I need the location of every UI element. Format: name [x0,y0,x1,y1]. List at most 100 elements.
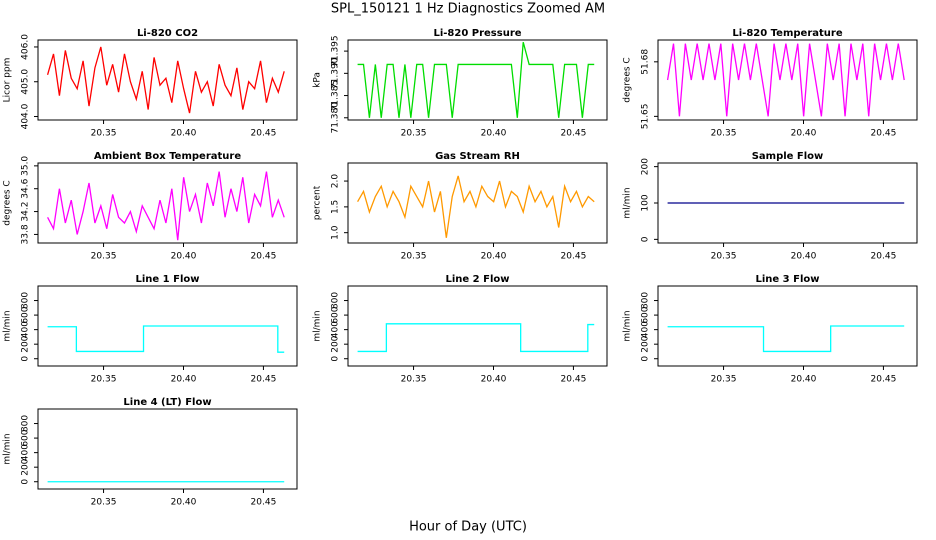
y-axis-label: degrees C [623,57,633,102]
data-line [667,325,905,353]
y-tick-label: 34.2 [21,202,31,222]
x-tick-label: 20.40 [791,129,817,139]
y-tick-label: 404.0 [21,103,31,129]
x-tick-label: 20.45 [251,498,277,508]
y-tick-label: 400 [21,444,31,461]
y-tick-label: 400 [331,321,341,338]
panel-title: Li-820 Pressure [433,28,521,39]
y-tick-label: 200 [641,335,651,352]
x-tick-label: 20.45 [871,129,897,139]
page-title: SPL_150121 1 Hz Diagnostics Zoomed AM [331,2,605,17]
y-tick-label: 406.0 [21,34,31,60]
y-axis-label: ml/min [3,310,13,341]
panel-title: Line 4 (LT) Flow [123,397,211,408]
plot-frame [347,162,608,244]
y-tick-label: 100 [641,194,651,211]
y-tick-label: 200 [331,335,341,352]
x-tick-label: 20.40 [171,375,197,385]
plot-frame [347,39,608,121]
x-tick-label: 20.45 [561,252,587,262]
y-tick-label: 71.380 [331,102,341,134]
x-tick-label: 20.45 [561,129,587,139]
y-tick-label: 800 [331,292,341,309]
y-tick-label: 200 [641,158,651,175]
y-tick-label: 71.395 [331,35,341,67]
y-axis-label: ml/min [623,310,633,341]
x-tick-label: 20.40 [481,375,507,385]
plot-frame [657,285,918,367]
y-tick-label: 0 [21,356,31,362]
panel-title: Li-820 CO2 [137,28,198,39]
x-tick-label: 20.35 [711,129,737,139]
y-tick-label: 200 [21,458,31,475]
x-tick-label: 20.45 [871,375,897,385]
panel-title: Sample Flow [752,151,824,162]
y-axis-label: percent [313,185,323,220]
plot-frame [657,162,918,244]
x-tick-label: 20.35 [401,252,427,262]
y-tick-label: 1.5 [331,200,341,214]
y-axis-label: ml/min [3,433,13,464]
panel-title: Line 2 Flow [446,274,510,285]
y-axis-label: kPa [313,72,323,88]
x-tick-label: 20.40 [791,252,817,262]
data-line [357,175,595,238]
y-tick-label: 600 [21,429,31,446]
x-tick-label: 20.35 [91,498,117,508]
plot-frame [37,39,298,121]
y-tick-label: 34.6 [21,178,31,198]
x-tick-label: 20.45 [251,129,277,139]
plot-frame [37,408,298,490]
data-line [357,42,595,118]
y-tick-label: 71.385 [331,80,341,112]
y-tick-label: 600 [21,306,31,323]
y-tick-label: 400 [21,321,31,338]
x-tick-label: 20.45 [251,252,277,262]
y-tick-label: 2.0 [331,174,341,189]
plot-frame [347,285,608,367]
x-axis-label: Hour of Day (UTC) [409,520,527,535]
y-tick-label: 0 [641,356,651,362]
panel-title: Gas Stream RH [435,151,520,162]
data-line [47,171,285,241]
y-tick-label: 51.68 [641,49,651,75]
data-line [666,43,905,117]
x-tick-label: 20.45 [251,375,277,385]
y-axis-label: ml/min [313,310,323,341]
x-tick-label: 20.35 [91,252,117,262]
panel-title: Line 3 Flow [756,274,820,285]
y-axis-label: degrees C [3,180,13,225]
plot-frame [657,39,918,121]
y-tick-label: 800 [21,415,31,432]
y-axis-label: ml/min [623,187,633,218]
y-tick-label: 800 [21,292,31,309]
y-tick-label: 0 [21,479,31,485]
y-tick-label: 51.65 [641,103,651,129]
panel-title: Li-820 Temperature [732,28,842,39]
y-tick-label: 0 [641,236,651,242]
y-tick-label: 200 [21,335,31,352]
x-tick-label: 20.35 [711,252,737,262]
plot-frame [37,285,298,367]
x-tick-label: 20.40 [171,129,197,139]
data-line [46,46,285,114]
panel-title: Line 1 Flow [136,274,200,285]
plot-frame [37,162,298,244]
data-line [47,325,285,353]
y-tick-label: 33.8 [21,224,31,244]
x-tick-label: 20.40 [481,129,507,139]
x-tick-label: 20.40 [481,252,507,262]
x-tick-label: 20.45 [871,252,897,262]
x-tick-label: 20.40 [791,375,817,385]
x-tick-label: 20.40 [171,252,197,262]
x-tick-label: 20.35 [401,375,427,385]
y-tick-label: 0 [331,356,341,362]
x-tick-label: 20.35 [91,129,117,139]
y-tick-label: 1.0 [331,225,341,240]
x-tick-label: 20.35 [91,375,117,385]
x-tick-label: 20.35 [711,375,737,385]
data-line [357,323,595,353]
x-tick-label: 20.45 [561,375,587,385]
y-tick-label: 400 [641,321,651,338]
